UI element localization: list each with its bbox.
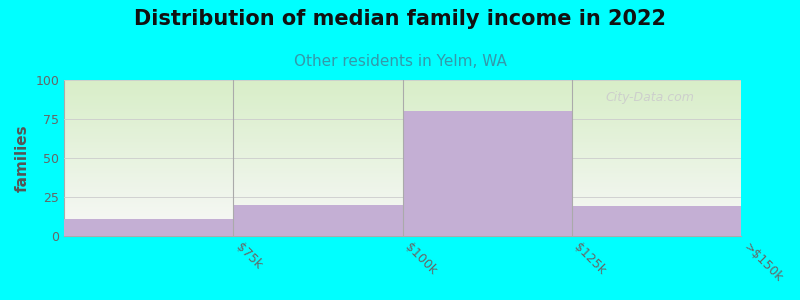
Bar bbox=[402, 111, 572, 236]
Y-axis label: families: families bbox=[15, 124, 30, 192]
Bar bbox=[234, 205, 402, 236]
Bar bbox=[572, 206, 741, 236]
Text: Other residents in Yelm, WA: Other residents in Yelm, WA bbox=[294, 54, 506, 69]
Text: City-Data.com: City-Data.com bbox=[606, 91, 694, 104]
Text: Distribution of median family income in 2022: Distribution of median family income in … bbox=[134, 9, 666, 29]
Bar bbox=[64, 219, 234, 236]
